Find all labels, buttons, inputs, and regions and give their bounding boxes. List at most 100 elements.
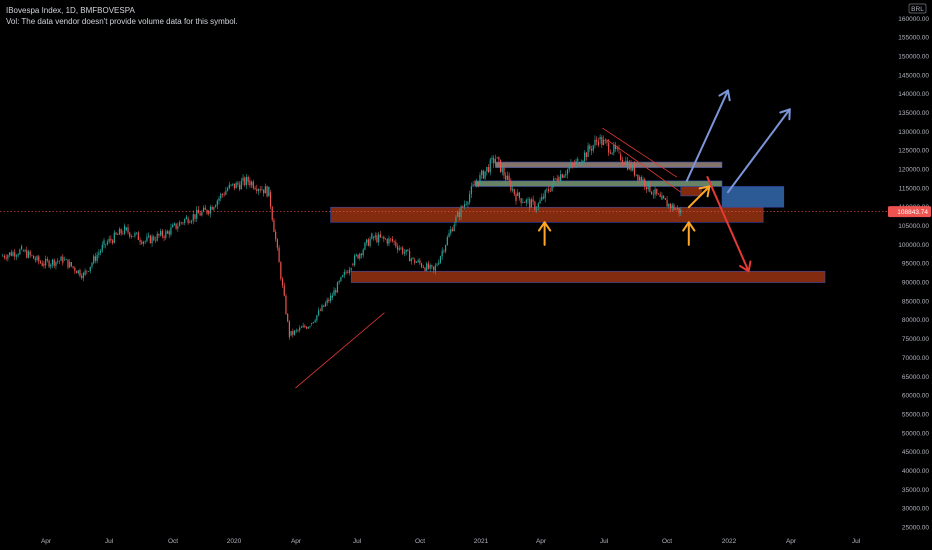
candle-body (501, 167, 503, 173)
candle-body (151, 236, 153, 244)
price-tick-label: 95000.00 (902, 261, 929, 268)
candle-body (590, 149, 593, 151)
trendline[interactable] (606, 139, 682, 193)
candle-body (546, 189, 548, 191)
candle-body (601, 137, 603, 145)
zone-brown[interactable] (680, 186, 702, 197)
price-tick-label: 155000.00 (898, 35, 929, 42)
candle-body (663, 195, 665, 199)
candle-body (608, 142, 610, 153)
arrow-blue[interactable] (685, 89, 731, 182)
arrow-orange[interactable] (687, 185, 711, 209)
candle-body (31, 255, 33, 256)
candle-body (558, 177, 560, 182)
candle-body (517, 192, 519, 196)
candle-body (458, 212, 460, 217)
candle-body (201, 211, 203, 216)
candle-body (113, 232, 115, 243)
candle-body (287, 313, 289, 322)
time-tick-label: 2022 (722, 538, 737, 545)
price-axis[interactable]: 160000.00 155000.00 150000.00 145000.00 1400… (887, 0, 932, 550)
candle-body (597, 141, 599, 146)
candle-body (3, 255, 6, 258)
candle-body (156, 233, 158, 241)
candle-body (323, 305, 325, 307)
zone-gray[interactable] (495, 161, 723, 168)
candle-body (273, 219, 275, 232)
candle-body (623, 162, 625, 165)
candle-body (292, 331, 294, 335)
zone-blue[interactable] (721, 186, 785, 208)
price-tick-label: 160000.00 (898, 16, 929, 23)
candle-body (305, 327, 308, 329)
candle-body (371, 233, 373, 239)
candle-body (568, 167, 570, 170)
candle-body (75, 271, 78, 274)
candle-body (94, 256, 97, 261)
candle-body (244, 177, 246, 186)
candle-body (383, 236, 385, 239)
time-tick-label: Apr (41, 538, 52, 545)
candle-body (637, 174, 639, 181)
currency-badge[interactable] (908, 3, 927, 14)
time-axis[interactable]: Apr Jul Oct 2020 Apr Jul Oct 2021 Apr Jul Oct 2022 A… (41, 538, 861, 545)
candle-body (48, 260, 50, 267)
candle-body (314, 320, 316, 323)
candle-body (345, 272, 347, 273)
time-tick-label: 2020 (227, 538, 242, 545)
candle-body (573, 164, 575, 165)
candle-body (63, 259, 66, 261)
candle-body (57, 261, 59, 262)
price-tick-label: 145000.00 (898, 72, 929, 79)
candle-body (148, 235, 150, 237)
candle-body (429, 265, 431, 269)
candle-body (369, 238, 371, 246)
symbol-title[interactable]: IBovespa Index, 1D, BMFBOVESPA (6, 6, 135, 15)
candle-body (494, 159, 496, 164)
candle-body (316, 315, 318, 321)
trendline[interactable] (602, 127, 678, 178)
candle-body (453, 224, 455, 232)
candle-body (376, 235, 378, 243)
candle-body (177, 226, 179, 229)
candle-body (101, 244, 103, 251)
candle-body (592, 145, 594, 151)
time-tick-label: 2021 (474, 538, 489, 545)
candle-body (34, 258, 36, 261)
arrow-orange[interactable] (537, 221, 552, 246)
zone-brown[interactable] (330, 206, 764, 223)
candle-body (520, 198, 522, 203)
candle-body (542, 196, 545, 199)
price-tick-label: 60000.00 (902, 393, 929, 400)
candle-body (108, 238, 110, 242)
candle-body (117, 234, 119, 235)
candle-body (534, 201, 536, 210)
candle-body (384, 238, 387, 240)
candle-body (141, 241, 143, 244)
arrow-orange[interactable] (682, 221, 696, 246)
candle-body (106, 241, 109, 245)
candle-body (489, 159, 491, 173)
chart-header: IBovespa Index, 1D, BMFBOVESPA Vol: The … (6, 5, 238, 27)
candle-body (642, 179, 644, 182)
trendline[interactable] (295, 312, 385, 389)
candle-body (333, 290, 335, 296)
candle-body (613, 144, 615, 153)
zone-brown[interactable] (350, 270, 826, 283)
candle-body (153, 236, 155, 241)
candle-body (335, 290, 337, 293)
candle-body (285, 295, 287, 314)
candle-body (232, 183, 234, 185)
candle-body (26, 250, 28, 258)
candle-body (450, 229, 452, 234)
candle-body (86, 270, 88, 272)
arrow-red[interactable] (706, 176, 752, 273)
arrow-blue[interactable] (727, 108, 791, 194)
price-tick-label: 70000.00 (902, 355, 929, 362)
zone-green[interactable] (474, 180, 723, 187)
candle-body (441, 250, 443, 257)
candle-body (165, 231, 167, 238)
candle-body (139, 240, 141, 242)
candle-body (390, 238, 392, 240)
